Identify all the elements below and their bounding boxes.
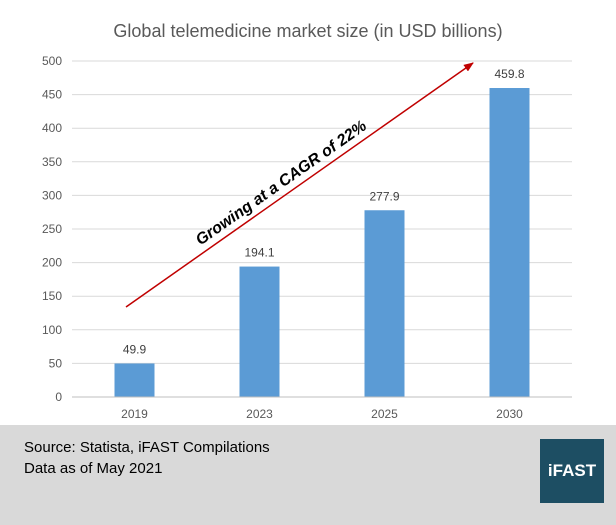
x-tick-label: 2030: [496, 407, 523, 421]
y-tick-label: 450: [42, 88, 62, 102]
y-tick-label: 250: [42, 222, 62, 236]
footer: Source: Statista, iFAST Compilations Dat…: [0, 425, 616, 525]
chart: Global telemedicine market size (in USD …: [42, 21, 572, 421]
y-tick-label: 500: [42, 54, 62, 68]
y-tick-label: 50: [49, 356, 63, 370]
x-tick-label: 2025: [371, 407, 398, 421]
y-tick-label: 350: [42, 155, 62, 169]
cagr-annotation: Growing at a CAGR of 22%: [125, 62, 474, 308]
y-tick-label: 0: [55, 390, 62, 404]
x-tick-label: 2019: [121, 407, 148, 421]
data-label-2030: 459.8: [494, 67, 524, 81]
y-tick-label: 400: [42, 121, 62, 135]
y-tick-label: 200: [42, 256, 62, 270]
y-tick-label: 100: [42, 323, 62, 337]
chart-title: Global telemedicine market size (in USD …: [113, 21, 502, 41]
ifast-logo: iFAST: [540, 439, 604, 503]
x-tick-label: 2023: [246, 407, 273, 421]
bar-2030: [489, 88, 530, 397]
data-label-2019: 49.9: [123, 342, 147, 356]
x-axis-ticks: 2019 2023 2025 2030: [121, 407, 523, 421]
data-date-text: Data as of May 2021: [24, 460, 163, 477]
bars: [114, 88, 530, 397]
data-label-2025: 277.9: [369, 189, 399, 203]
y-tick-label: 300: [42, 188, 62, 202]
trend-arrow: [125, 62, 474, 308]
source-text: Source: Statista, iFAST Compilations: [24, 439, 270, 456]
bar-2019: [114, 363, 155, 397]
data-label-2023: 194.1: [244, 246, 274, 260]
gridlines: [72, 60, 572, 364]
data-labels: 49.9 194.1 277.9 459.8: [123, 67, 525, 356]
y-axis-ticks: 0 50 100 150 200 250 300 350 400 450 500: [42, 54, 62, 404]
bar-2025: [364, 210, 405, 397]
y-tick-label: 150: [42, 289, 62, 303]
bar-2023: [239, 266, 280, 397]
